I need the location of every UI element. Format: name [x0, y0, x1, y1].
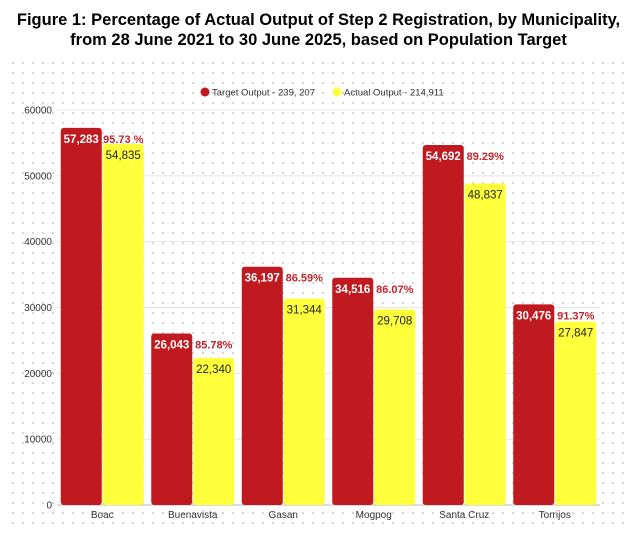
percentage-label: 85.78%	[195, 340, 233, 352]
target-bar	[151, 333, 193, 505]
target-bar	[513, 304, 555, 505]
actual-value-label: 31,344	[287, 305, 323, 317]
legend-label: Actual Output - 214,911	[344, 88, 444, 99]
chart-title-line1: Figure 1: Percentage of Actual Output of…	[16, 11, 621, 29]
target-bar	[422, 144, 464, 505]
target-bar	[332, 277, 374, 505]
x-category-label: Mogpog	[356, 510, 392, 521]
actual-bar	[555, 321, 597, 505]
chart-title-line2: from 28 June 2021 to 30 June 2025, based…	[70, 31, 567, 49]
target-bar	[60, 127, 102, 506]
y-tick-label: 60000	[24, 106, 52, 117]
actual-value-label: 22,340	[196, 364, 231, 376]
y-tick-label: 0	[46, 501, 52, 512]
actual-bar	[464, 183, 506, 505]
target-value-label: 54,692	[426, 151, 461, 163]
percentage-label: 95.73 %	[103, 134, 144, 146]
x-category-label: Santa Cruz	[439, 510, 489, 521]
legend-marker	[200, 87, 210, 97]
legend-label: Target Output - 239, 207	[212, 88, 315, 99]
y-tick-label: 10000	[24, 435, 52, 446]
percentage-label: 86.07%	[376, 284, 414, 296]
target-value-label: 57,283	[64, 134, 99, 146]
percentage-label: 91.37%	[557, 310, 595, 322]
actual-value-label: 29,708	[377, 315, 412, 327]
x-category-label: Buenavista	[168, 510, 218, 521]
percentage-label: 89.29%	[467, 151, 505, 163]
percentage-label: 86.59%	[286, 273, 324, 285]
y-tick-label: 30000	[24, 303, 52, 314]
legend-marker	[332, 87, 342, 97]
actual-bar	[283, 298, 325, 505]
target-value-label: 36,197	[245, 273, 280, 285]
x-category-label: Gasan	[269, 510, 298, 521]
y-tick-label: 50000	[24, 171, 52, 182]
actual-value-label: 27,847	[558, 328, 593, 340]
target-value-label: 26,043	[154, 340, 189, 352]
chart-title: Figure 1: Percentage of Actual Output of…	[0, 10, 637, 50]
y-tick-label: 40000	[24, 237, 52, 248]
actual-bar	[193, 357, 235, 505]
actual-value-label: 48,837	[468, 189, 503, 201]
x-category-label: Torrijos	[539, 510, 571, 521]
target-bar	[241, 266, 283, 505]
target-value-label: 34,516	[335, 284, 370, 296]
actual-value-label: 54,835	[106, 150, 141, 162]
actual-bar	[374, 309, 416, 505]
y-tick-label: 20000	[24, 369, 52, 380]
x-category-label: Boac	[91, 510, 114, 521]
actual-bar	[102, 144, 144, 505]
target-value-label: 30,476	[516, 310, 551, 322]
